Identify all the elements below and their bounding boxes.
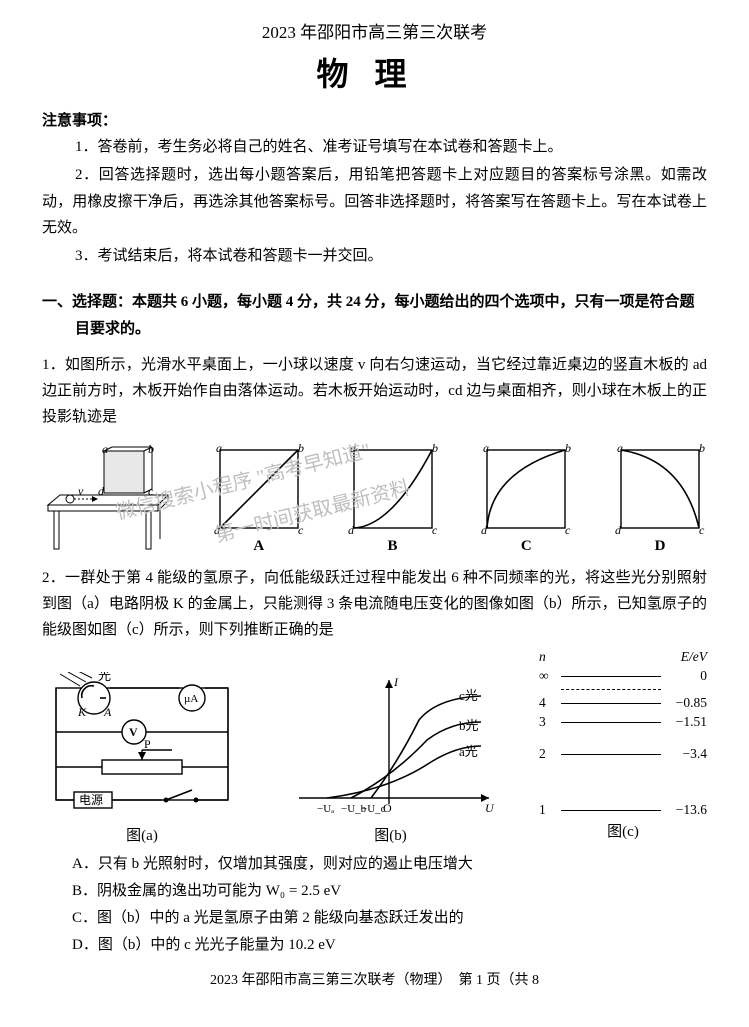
svg-text:c: c	[298, 523, 304, 536]
exam-title: 物理	[42, 49, 707, 95]
exam-page: 2023 年邵阳市高三第三次联考 物理 注意事项： 1．答卷前，考生务必将自己的…	[0, 0, 749, 999]
q2-figures: K A 光 µA V	[42, 649, 707, 845]
svg-text:a: a	[102, 445, 108, 456]
svg-text:a: a	[617, 442, 623, 455]
svg-text:a光: a光	[459, 744, 478, 759]
q1-figures: 微信搜索小程序 "高考早知道" 第一时间获取最新资料 a b c d	[42, 437, 707, 555]
svg-text:A: A	[103, 705, 112, 719]
svg-text:b: b	[298, 442, 304, 455]
notice-p2: 2．回答选择题时，选出每小题答案后，用铅笔把答题卡上对应题目的答案标号涂黑。如需…	[42, 162, 707, 241]
q1-opt-a-figure: a b c d A	[212, 442, 306, 555]
svg-text:c: c	[699, 523, 705, 536]
notice-p3: 3．考试结束后，将本试卷和答题卡一并交回。	[42, 243, 707, 269]
svg-text:K: K	[77, 705, 87, 719]
q1-opt-b-figure: a b c d B	[346, 442, 440, 555]
exam-header: 2023 年邵阳市高三第三次联考	[42, 18, 707, 43]
energy-level-diagram: nE/eV ∞0 4−0.85 3−1.51 2−3.4 1−13.6	[539, 649, 707, 818]
svg-text:−U_c: −U_c	[361, 803, 386, 815]
q2-opt-d: D．图（b）中的 c 光光子能量为 10.2 eV	[42, 932, 707, 959]
svg-text:a: a	[216, 442, 222, 455]
svg-text:d: d	[348, 523, 355, 536]
q2-fig-b-label: 图(b)	[281, 824, 501, 845]
svg-text:U: U	[485, 801, 495, 815]
q1-opt-a-label: A	[212, 538, 306, 555]
page-footer: 2023 年邵阳市高三第三次联考（物理） 第 1 页（共 8	[42, 969, 707, 989]
svg-text:a: a	[350, 442, 356, 455]
q1-opt-d-figure: a b c d D	[613, 442, 707, 555]
svg-text:−Uₐ: −Uₐ	[317, 803, 334, 815]
svg-text:b: b	[148, 445, 154, 456]
q1-opt-d-label: D	[613, 538, 707, 555]
q1-opt-b-label: B	[346, 538, 440, 555]
q2-fig-a-label: 图(a)	[42, 824, 242, 845]
svg-text:P: P	[144, 737, 151, 751]
svg-text:c光: c光	[459, 688, 478, 703]
svg-text:v: v	[78, 484, 84, 498]
q1-opt-c-label: C	[479, 538, 573, 555]
q2-fig-c: nE/eV ∞0 4−0.85 3−1.51 2−3.4 1−13.6 图(c)	[539, 649, 707, 845]
notice-heading: 注意事项：	[42, 109, 707, 130]
svg-text:b: b	[565, 442, 571, 455]
svg-text:b: b	[432, 442, 438, 455]
svg-text:V: V	[129, 725, 138, 739]
svg-text:电源: 电源	[79, 793, 103, 807]
svg-text:d: d	[214, 523, 221, 536]
svg-text:b光: b光	[459, 718, 479, 733]
q2-opt-a: A．只有 b 光照射时，仅增加其强度，则对应的遏止电压增大	[42, 851, 707, 878]
section-1-heading: 一、选择题：本题共 6 小题，每小题 4 分，共 24 分，每小题给出的四个选项…	[42, 289, 707, 342]
svg-text:µA: µA	[184, 693, 198, 705]
q2-fig-c-label: 图(c)	[539, 820, 707, 841]
q2-opt-b: B．阴极金属的逸出功可能为 W₀ = 2.5 eV	[42, 878, 707, 905]
q1-desk-figure: a b c d v	[42, 445, 172, 555]
svg-text:d: d	[481, 523, 488, 536]
notice-p1: 1．答卷前，考生务必将自己的姓名、准考证号填写在本试卷和答题卡上。	[42, 134, 707, 160]
svg-text:I: I	[393, 675, 399, 689]
svg-text:c: c	[565, 523, 571, 536]
svg-text:光: 光	[98, 672, 111, 683]
q2-fig-b: I U O c光 b光 a光 −Uₐ −U_b −U_c 图(b)	[281, 672, 501, 845]
svg-text:b: b	[699, 442, 705, 455]
q2-text: 2．一群处于第 4 能级的氢原子，向低能级跃迁过程中能发出 6 种不同频率的光，…	[42, 565, 707, 644]
q2-fig-a: K A 光 µA V	[42, 672, 242, 845]
q2-opt-c: C．图（b）中的 a 光是氢原子由第 2 能级向基态跃迁发出的	[42, 905, 707, 932]
svg-text:c: c	[432, 523, 438, 536]
q1-text: 1．如图所示，光滑水平桌面上，一小球以速度 v 向右匀速运动，当它经过靠近桌边的…	[42, 352, 707, 431]
svg-text:d: d	[615, 523, 622, 536]
svg-text:a: a	[483, 442, 489, 455]
q1-opt-c-figure: a b c d C	[479, 442, 573, 555]
